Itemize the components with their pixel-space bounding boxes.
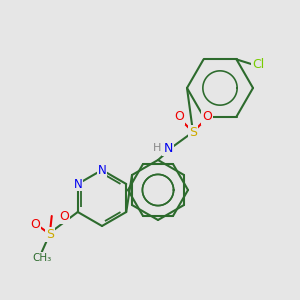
Text: O: O: [59, 209, 69, 223]
Text: CH₃: CH₃: [32, 253, 51, 263]
Text: H: H: [153, 143, 161, 153]
Text: Cl: Cl: [252, 58, 265, 71]
Text: N: N: [98, 164, 106, 176]
Text: S: S: [46, 227, 54, 241]
Text: N: N: [74, 178, 82, 190]
Text: S: S: [189, 125, 197, 139]
Text: O: O: [174, 110, 184, 124]
Text: O: O: [30, 218, 40, 230]
Text: N: N: [163, 142, 173, 154]
Text: O: O: [202, 110, 212, 124]
